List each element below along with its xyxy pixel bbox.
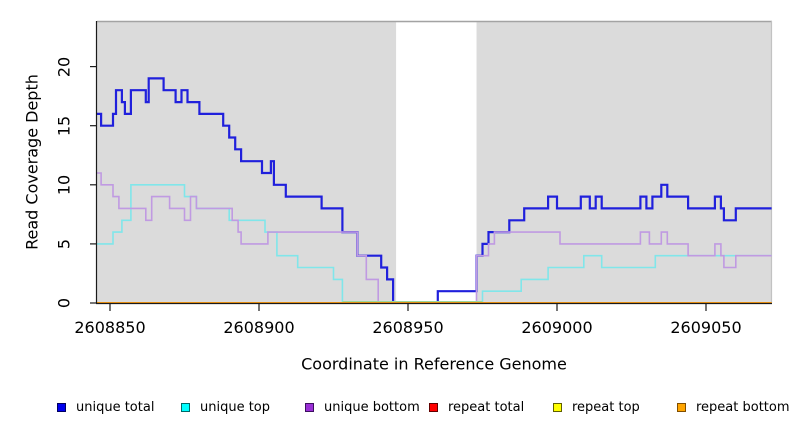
y-tick-label: 0	[54, 297, 74, 309]
legend-swatch-icon	[305, 403, 314, 412]
legend-swatch-icon	[181, 403, 190, 412]
legend-label: unique top	[200, 400, 271, 415]
legend: unique total unique top unique bottom repea…	[0, 398, 792, 422]
legend-label: repeat top	[572, 400, 640, 415]
x-tick-label: 2609000	[521, 318, 593, 337]
legend-label: unique total	[76, 400, 155, 415]
legend-swatch-icon	[553, 403, 562, 412]
legend-label: repeat bottom	[696, 400, 790, 415]
y-tick-label: 10	[54, 174, 74, 195]
y-axis-title: Read Coverage Depth	[22, 74, 42, 250]
series-line-unique-total	[97, 77, 772, 304]
legend-swatch-icon	[677, 403, 686, 412]
series-line-unique-bottom	[97, 172, 772, 304]
legend-label: unique bottom	[324, 400, 420, 415]
x-axis-title: Coordinate in Reference Genome	[301, 354, 567, 374]
legend-swatch-icon	[429, 403, 438, 412]
legend-swatch-icon	[57, 403, 66, 412]
x-tick-label: 2608850	[74, 318, 146, 337]
y-tick-label: 5	[54, 238, 74, 249]
x-tick-label: 2609050	[670, 318, 742, 337]
x-tick-label: 2608900	[223, 318, 295, 337]
series-line-unique-top	[97, 184, 772, 304]
legend-label: repeat total	[448, 400, 525, 415]
y-tick-label: 15	[54, 115, 74, 136]
gap-band	[396, 22, 477, 303]
x-tick-label: 2608950	[372, 318, 444, 337]
y-tick-label: 20	[54, 56, 74, 77]
